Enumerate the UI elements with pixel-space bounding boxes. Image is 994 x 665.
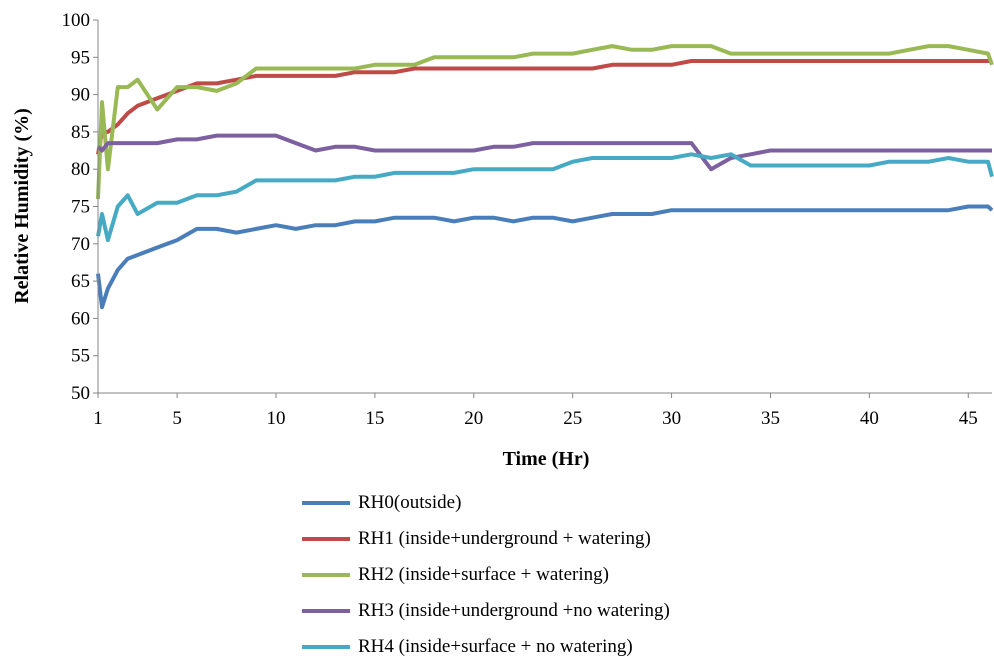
legend-swatch xyxy=(302,501,350,505)
y-tick-label: 75 xyxy=(71,197,90,218)
legend-item-rh2: RH2 (inside+surface + watering) xyxy=(302,557,670,593)
series-line-rh3 xyxy=(96,133,992,172)
x-tick-label: 1 xyxy=(93,408,103,429)
y-tick-label: 80 xyxy=(71,159,90,180)
legend-swatch xyxy=(302,537,350,541)
legend-swatch xyxy=(302,609,350,613)
y-tick-label: 70 xyxy=(71,234,90,255)
legend-item-rh4: RH4 (inside+surface + no watering) xyxy=(302,629,670,665)
x-tick-label: 10 xyxy=(267,408,286,429)
x-tick-label: 20 xyxy=(464,408,483,429)
y-tick-label: 50 xyxy=(71,383,90,404)
y-tick-label: 65 xyxy=(71,271,90,292)
legend-item-rh3: RH3 (inside+underground +no watering) xyxy=(302,593,670,629)
y-axis-ticks: 50 55 60 65 70 75 80 85 90 95 100 xyxy=(62,10,98,404)
y-tick-label: 60 xyxy=(71,308,90,329)
legend-label: RH3 (inside+underground +no watering) xyxy=(358,600,670,621)
y-tick-label: 100 xyxy=(62,10,91,31)
x-tick-label: 35 xyxy=(761,408,780,429)
x-tick-label: 30 xyxy=(662,408,681,429)
x-tick-label: 5 xyxy=(172,408,182,429)
y-axis-title: Relative Humidity (%) xyxy=(11,108,33,304)
legend-label: RH0(outside) xyxy=(358,492,462,513)
legend-label: RH2 (inside+surface + watering) xyxy=(358,564,609,585)
legend-label: RH4 (inside+surface + no watering) xyxy=(358,636,633,657)
y-tick-label: 85 xyxy=(71,122,90,143)
x-tick-label: 45 xyxy=(959,408,978,429)
series-line-rh1 xyxy=(96,59,992,155)
series-line-rh4 xyxy=(96,152,994,243)
legend-item-rh0: RH0(outside) xyxy=(302,485,670,521)
x-tick-label: 15 xyxy=(365,408,384,429)
x-axis-ticks: 1 5 10 15 20 25 30 35 40 45 xyxy=(93,393,978,429)
y-tick-label: 90 xyxy=(71,85,90,106)
y-tick-label: 55 xyxy=(71,346,90,367)
x-axis-title: Time (Hr) xyxy=(503,448,590,470)
legend-swatch xyxy=(302,645,350,649)
series-line-rh0 xyxy=(96,204,994,310)
x-tick-label: 25 xyxy=(563,408,582,429)
series-lines xyxy=(96,44,994,310)
series-line-rh2 xyxy=(96,44,994,200)
legend-swatch xyxy=(302,573,350,577)
legend-item-rh1: RH1 (inside+underground + watering) xyxy=(302,521,670,557)
legend-label: RH1 (inside+underground + watering) xyxy=(358,528,651,549)
x-tick-label: 40 xyxy=(860,408,879,429)
y-tick-label: 95 xyxy=(71,47,90,68)
legend: RH0(outside) RH1 (inside+underground + wa… xyxy=(302,485,670,665)
